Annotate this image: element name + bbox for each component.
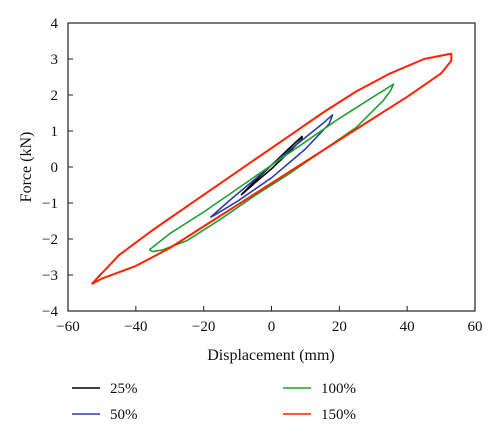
- series-50-loop: [209, 114, 334, 219]
- y-tick-label: −2: [42, 232, 58, 248]
- y-tick-label: 3: [51, 52, 59, 68]
- y-tick-label: −3: [42, 268, 58, 284]
- x-tick-label: −60: [56, 319, 79, 335]
- series-layer: [90, 52, 453, 285]
- legend-item-100: 100%: [283, 381, 356, 397]
- series-100-loop: [148, 83, 395, 253]
- y-tick-label: 0: [51, 160, 59, 176]
- y-tick-label: −4: [42, 304, 58, 320]
- legend-item-25: 25%: [72, 381, 138, 397]
- y-axis-title: Force (kN): [18, 132, 35, 203]
- series-150-loop: [90, 52, 453, 285]
- legend-label-150: 150%: [321, 407, 356, 423]
- x-tick-label: −20: [192, 319, 215, 335]
- legend-item-150: 150%: [283, 407, 356, 423]
- legend-label-50: 50%: [110, 407, 138, 423]
- x-tick-label: 40: [400, 319, 415, 335]
- x-axis-title: Displacement (mm): [207, 347, 335, 364]
- legend: 25% 50% 100% 150%: [72, 381, 356, 423]
- x-tick-label: −40: [124, 319, 147, 335]
- x-tick-label: 20: [332, 319, 347, 335]
- y-tick-label: −1: [42, 196, 58, 212]
- y-tick-label: 4: [51, 16, 59, 32]
- y-tick-label: 2: [51, 88, 59, 104]
- x-tick-label: 60: [468, 319, 483, 335]
- x-tick-label: 0: [268, 319, 276, 335]
- legend-item-50: 50%: [72, 407, 138, 423]
- axis-ticks: −60 −40 −20 0 20 40 60 −4 −3 −2 −1 0 1 2 3 4: [42, 16, 482, 335]
- legend-label-25: 25%: [110, 381, 138, 397]
- legend-label-100: 100%: [321, 381, 356, 397]
- y-tick-label: 1: [51, 124, 59, 140]
